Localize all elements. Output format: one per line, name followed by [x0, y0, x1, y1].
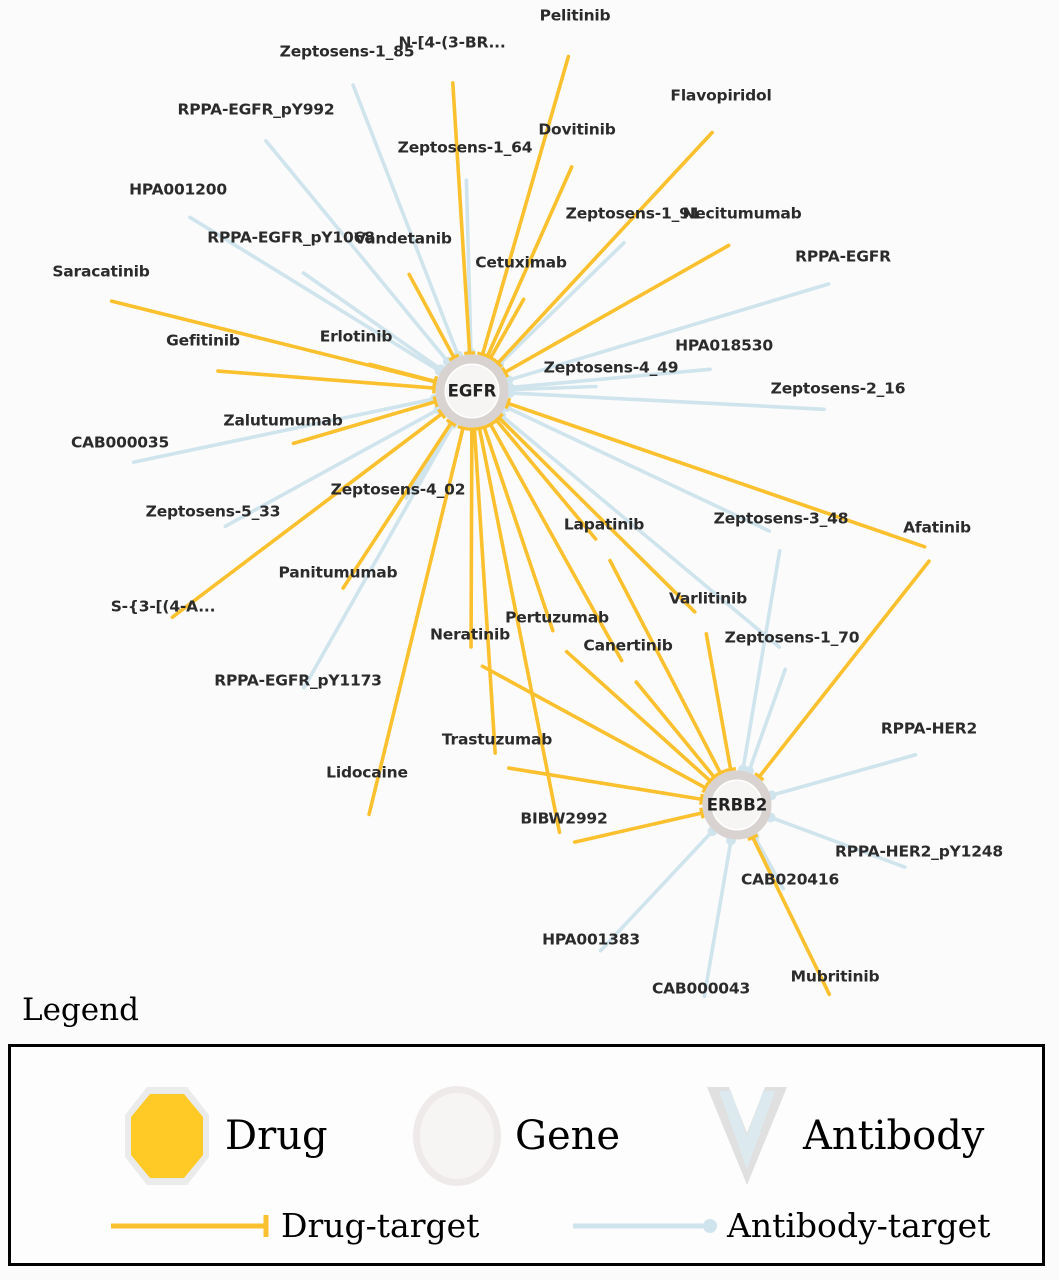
legend-edge-antibody-target: Antibody-target: [571, 1209, 990, 1242]
legend-node-antibody: Antibody: [701, 1081, 984, 1191]
antibody-icon: [707, 1087, 787, 1185]
drug-node-label: Cetuximab: [475, 253, 567, 272]
drug-icon: [125, 1087, 209, 1185]
legend-node-gene: Gene: [409, 1081, 620, 1191]
antibody-node-label: Zeptosens-1_70: [724, 628, 860, 647]
drug-node-label: Vandetanib: [354, 229, 452, 248]
drug-target-edge-icon: [111, 1214, 269, 1237]
legend-node-drug: Drug: [119, 1081, 328, 1191]
gene-node[interactable]: [702, 770, 772, 840]
antibody-node-label: Zeptosens-1_85: [279, 42, 415, 61]
drug-target-edge: [484, 420, 624, 663]
drug-node-label: Mubritinib: [790, 967, 880, 986]
antibody-node-label: RPPA-EGFR_pY1173: [214, 671, 382, 690]
drug-target-edge: [407, 272, 460, 362]
antibody-node-label: Zeptosens-4_02: [330, 480, 466, 499]
drug-target-edge: [504, 397, 927, 549]
drug-target-edge: [754, 559, 931, 782]
antibody-node-label: HPA001200: [129, 180, 227, 199]
drug-target-edge: [216, 369, 437, 394]
drug-target-edge: [291, 396, 439, 446]
drug-target-edge: [572, 807, 705, 844]
antibody-node-label: HPA018530: [675, 336, 773, 355]
antibody-node-label: HPA001383: [542, 930, 640, 949]
drug-node-label: Zalutumumab: [223, 411, 343, 430]
antibody-node-label: RPPA-HER2: [880, 719, 978, 738]
antibody-node-label: RPPA-EGFR: [795, 247, 891, 266]
drug-target-edge: [507, 766, 704, 805]
antibody-node-label: Zeptosens-4_49: [543, 358, 679, 377]
drug-node-label: Afatinib: [903, 518, 971, 537]
drug-node-label: Necitumumab: [682, 204, 802, 223]
antibody-node-label: Zeptosens-3_48: [713, 509, 849, 528]
legend-title: Legend: [22, 992, 139, 1028]
drug-target-edge: [480, 664, 710, 794]
drug-node-label: Neratinib: [430, 625, 510, 644]
antibody-node-label: CAB000035: [70, 433, 170, 452]
edge-layer: [109, 54, 931, 998]
drug-target-edge: [170, 408, 447, 619]
legend-antibody-label: Antibody: [803, 1113, 985, 1159]
gene-node-label: ERBB2: [706, 795, 768, 815]
drug-node-label: Saracatinib: [52, 262, 150, 281]
legend-antibody-target-label: Antibody-target: [727, 1206, 991, 1245]
drug-node-label: S-{3-[(4-A...: [110, 597, 216, 616]
drug-node-label: Canertinib: [583, 636, 673, 655]
legend-box: Drug Gene Antibody Drug-target: [8, 1044, 1045, 1266]
antibody-node-label: Zeptosens-5_33: [145, 502, 281, 521]
drug-node-label: Dovitinib: [538, 120, 616, 139]
drug-target-edge: [634, 680, 720, 782]
antibody-node-label: Zeptosens-1_64: [397, 138, 533, 157]
legend-drug-target-label: Drug-target: [281, 1206, 480, 1245]
antibody-target-edge-icon: [573, 1218, 717, 1233]
gene-node[interactable]: [435, 354, 509, 428]
antibody-node-label: RPPA-HER2_pY1248: [835, 842, 1003, 861]
drug-node-label: Lidocaine: [326, 763, 408, 782]
legend-drug-label: Drug: [225, 1113, 328, 1159]
gene-node-label: EGFR: [447, 381, 497, 401]
drug-node-label: BIBW2992: [520, 809, 608, 828]
node-layer: [435, 354, 772, 840]
antibody-node-label: CAB020416: [740, 870, 840, 889]
antibody-node-label: RPPA-EGFR_pY1068: [207, 228, 375, 247]
drug-target-edge: [494, 412, 697, 614]
antibody-node-label: CAB000043: [651, 979, 751, 998]
legend-gene-label: Gene: [515, 1113, 621, 1159]
drug-node-label: Varlitinib: [668, 589, 748, 608]
drug-node-label: Erlotinib: [319, 327, 393, 346]
antibody-node-label: Zeptosens-1_91: [565, 204, 701, 223]
drug-target-edge: [704, 631, 737, 773]
drug-target-edge: [473, 425, 562, 835]
drug-node-label: Flavopiridol: [670, 86, 772, 105]
drug-node-label: Pelitinib: [539, 6, 611, 25]
drug-target-edge: [367, 425, 469, 817]
antibody-node-label: RPPA-EGFR_pY992: [177, 100, 335, 119]
drug-node-label: N-[4-(3-BR...: [398, 33, 506, 52]
drug-target-edge: [341, 418, 457, 590]
drug-target-edge: [485, 297, 526, 362]
drug-node-label: Gefitinib: [166, 331, 240, 350]
gene-icon: [413, 1086, 501, 1186]
antibody-node-label: Zeptosens-2_16: [770, 379, 906, 398]
drug-node-label: Pertuzumab: [505, 608, 609, 627]
drug-target-edge: [747, 833, 832, 997]
drug-target-edge: [500, 243, 731, 378]
legend-edge-drug-target: Drug-target: [109, 1209, 479, 1242]
graph-canvas[interactable]: Pelitinib N-[4-(3-BR... Flavopiridol Doviti…: [0, 0, 1059, 1012]
drug-target-edge: [451, 81, 476, 356]
drug-node-label: Panitumumab: [278, 563, 398, 582]
drug-node-label: Lapatinib: [563, 515, 645, 534]
drug-node-label: Trastuzumab: [441, 730, 553, 749]
